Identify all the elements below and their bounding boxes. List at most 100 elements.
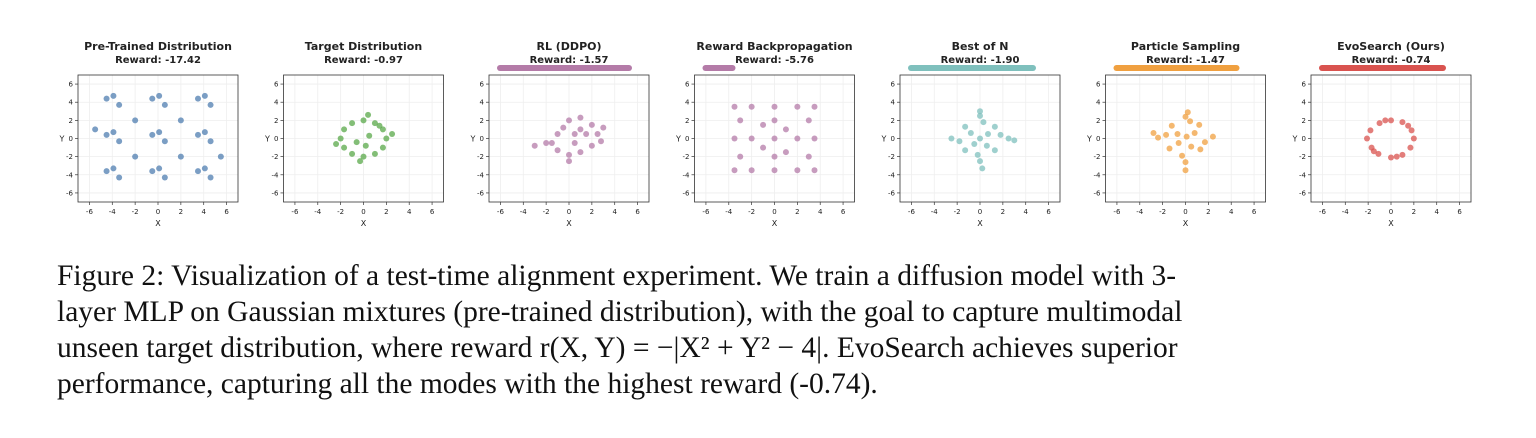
x-tick-label: 0 [978, 208, 982, 216]
scatter-point [116, 174, 123, 181]
y-tick-label: -2 [1094, 153, 1101, 161]
x-tick-label: 4 [201, 208, 206, 216]
y-tick-label: 0 [1302, 135, 1306, 143]
x-tick-label: 4 [1434, 208, 1439, 216]
scatter-point [371, 120, 378, 127]
subplot-subtitle: Reward: -1.57 [530, 55, 609, 66]
y-tick-label: 4 [480, 99, 485, 107]
scatter-point [577, 114, 584, 121]
scatter-point [1410, 135, 1417, 142]
reward-bar [1319, 65, 1446, 71]
x-tick-label: -4 [1342, 208, 1350, 216]
scatter-point [811, 135, 818, 142]
x-tick-label: 0 [567, 208, 571, 216]
scatter-point [1187, 118, 1194, 125]
scatter-point [794, 103, 801, 110]
scatter-point [1182, 167, 1189, 174]
caption: Figure 2: Visualization of a test-time a… [57, 260, 1182, 400]
scatter-point [771, 103, 778, 110]
scatter-point [977, 108, 983, 115]
subplot-subtitle: Reward: -1.90 [941, 55, 1020, 66]
y-tick-label: -4 [1299, 171, 1307, 179]
x-tick-label: -6 [908, 208, 916, 216]
x-axis-label: X [1183, 219, 1189, 228]
y-tick-label: 2 [69, 117, 73, 125]
scatter-point [1011, 137, 1018, 144]
subplot-title: Particle Sampling [1131, 40, 1240, 53]
scatter-point [980, 119, 987, 126]
y-tick-label: -2 [477, 153, 484, 161]
y-axis-label: Y [59, 135, 65, 144]
x-tick-label: -4 [520, 208, 528, 216]
x-tick-label: -6 [1319, 208, 1327, 216]
scatter-point [201, 92, 208, 99]
scatter-point [389, 130, 396, 137]
scatter-point [1155, 134, 1162, 141]
scatter-point [997, 131, 1004, 138]
scatter-point [977, 135, 983, 142]
x-tick-label: 4 [1229, 208, 1234, 216]
x-tick-label: 6 [1046, 208, 1051, 216]
scatter-point [1174, 130, 1181, 137]
caption-line: performance, capturing all the modes wit… [57, 368, 878, 400]
scatter-point [731, 167, 738, 174]
x-tick-label: -2 [337, 208, 344, 216]
subplot-subtitle: Reward: -5.76 [735, 55, 814, 66]
y-tick-label: -6 [477, 189, 485, 197]
scatter-point [991, 147, 998, 154]
scatter-point [583, 130, 590, 137]
scatter-point [588, 121, 595, 128]
scatter-point [1405, 122, 1412, 129]
scatter-point [805, 117, 812, 124]
scatter-point [1183, 133, 1190, 140]
scatter-point [177, 117, 184, 124]
scatter-point [1209, 133, 1216, 140]
scatter-point [1388, 117, 1394, 124]
x-tick-label: -2 [748, 208, 755, 216]
scatter-point [1375, 150, 1382, 157]
y-axis-label: Y [264, 135, 270, 144]
y-tick-label: -2 [683, 153, 690, 161]
scatter-point [357, 158, 364, 165]
scatter-point [201, 129, 208, 136]
x-tick-label: -6 [1113, 208, 1121, 216]
x-tick-label: -2 [132, 208, 139, 216]
scatter-point [771, 135, 778, 142]
scatter-point [1196, 121, 1203, 128]
scatter-point [531, 142, 538, 149]
x-tick-label: -4 [109, 208, 117, 216]
y-tick-label: 0 [891, 135, 895, 143]
x-tick-label: 4 [612, 208, 617, 216]
scatter-point [1367, 127, 1374, 134]
scatter-point [985, 130, 991, 137]
plot-frame [1105, 74, 1266, 203]
scatter-point [1150, 130, 1157, 137]
scatter-point [760, 144, 767, 151]
scatter-point [353, 139, 360, 146]
y-tick-label: 0 [274, 135, 278, 143]
caption-line: Figure 2: Visualization of a test-time a… [57, 260, 1176, 292]
scatter-point [376, 122, 383, 129]
scatter-point [349, 120, 356, 127]
scatter-point [161, 138, 168, 145]
x-tick-label: 0 [1389, 208, 1393, 216]
x-tick-label: 0 [156, 208, 160, 216]
scatter-point [110, 129, 117, 136]
y-tick-label: -6 [683, 189, 691, 197]
reward-bar [497, 65, 632, 71]
y-tick-label: 4 [685, 99, 690, 107]
scatter-point [588, 142, 595, 149]
scatter-point [1197, 146, 1204, 153]
y-tick-label: -4 [66, 171, 74, 179]
scatter-point [1407, 144, 1414, 151]
scatter-point [371, 150, 378, 157]
x-tick-label: 2 [1206, 208, 1210, 216]
y-tick-label: -4 [888, 171, 896, 179]
x-tick-label: 6 [841, 208, 846, 216]
scatter-point [794, 167, 801, 174]
scatter-point [1393, 153, 1400, 160]
scatter-point [1408, 127, 1415, 134]
scatter-point [1182, 159, 1189, 166]
scatter-point [103, 131, 110, 138]
scatter-point [805, 153, 812, 160]
